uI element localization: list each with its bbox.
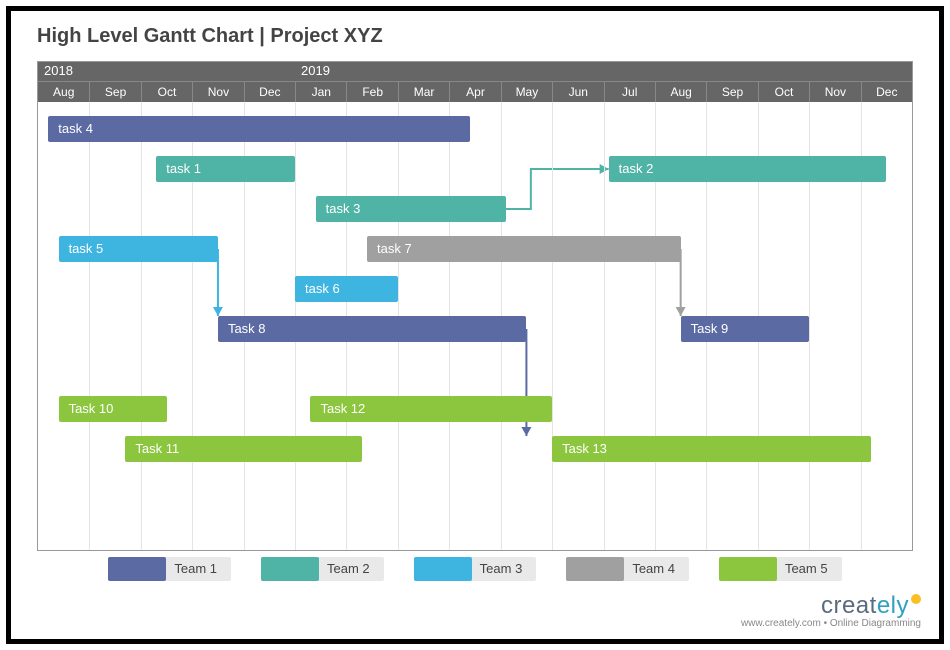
lightbulb-icon	[911, 594, 921, 604]
month-cell: Jul	[604, 82, 655, 102]
brand-part1: creat	[821, 592, 877, 619]
legend: Team 1 Team 2 Team 3 Team 4 Team 5	[11, 557, 939, 583]
task-bar-task10[interactable]: Task 10	[59, 396, 167, 422]
task-bar-task13[interactable]: Task 13	[552, 436, 871, 462]
footer-sub: www.creately.com • Online Diagramming	[741, 618, 921, 629]
footer: creately www.creately.com • Online Diagr…	[741, 592, 921, 629]
task-bar-task2[interactable]: task 2	[609, 156, 887, 182]
legend-item-team1: Team 1	[108, 557, 231, 581]
legend-swatch	[261, 557, 319, 581]
gridline	[552, 102, 553, 550]
page-frame: High Level Gantt Chart | Project XYZ 201…	[6, 6, 944, 644]
task-bar-task6[interactable]: task 6	[295, 276, 398, 302]
task-bar-task12[interactable]: Task 12	[310, 396, 552, 422]
legend-label: Team 2	[319, 557, 384, 581]
gridline	[89, 102, 90, 550]
legend-label: Team 4	[624, 557, 689, 581]
month-cell: Feb	[346, 82, 397, 102]
task-bar-task11[interactable]: Task 11	[125, 436, 361, 462]
month-cell: Dec	[861, 82, 912, 102]
legend-item-team5: Team 5	[719, 557, 842, 581]
year-label: 2019	[301, 63, 330, 78]
legend-swatch	[719, 557, 777, 581]
legend-item-team3: Team 3	[414, 557, 537, 581]
task-bar-task1[interactable]: task 1	[156, 156, 295, 182]
month-cell: Nov	[809, 82, 860, 102]
month-row: AugSepOctNovDecJanFebMarAprMayJunJulAugS…	[38, 82, 912, 102]
month-cell: Nov	[192, 82, 243, 102]
legend-swatch	[108, 557, 166, 581]
legend-item-team4: Team 4	[566, 557, 689, 581]
legend-item-team2: Team 2	[261, 557, 384, 581]
legend-swatch	[566, 557, 624, 581]
year-row: 2018 2019	[38, 62, 912, 82]
legend-label: Team 1	[166, 557, 231, 581]
month-cell: May	[501, 82, 552, 102]
month-cell: Aug	[38, 82, 89, 102]
task-bar-task4[interactable]: task 4	[48, 116, 470, 142]
task-bar-task5[interactable]: task 5	[59, 236, 218, 262]
legend-swatch	[414, 557, 472, 581]
task-bar-task3[interactable]: task 3	[316, 196, 506, 222]
month-cell: Jan	[295, 82, 346, 102]
year-label: 2018	[44, 63, 73, 78]
timeline-header: 20182019 AugSepOctNovDecJanFebMarAprMayJ…	[38, 62, 912, 102]
month-cell: Dec	[244, 82, 295, 102]
brand-part2: ely	[877, 592, 909, 619]
task-bar-task7[interactable]: task 7	[367, 236, 681, 262]
plot-area: task 4 task 1 task 2 task 3 task 5 task 7 task…	[38, 102, 912, 550]
task-bar-task9[interactable]: Task 9	[681, 316, 810, 342]
legend-label: Team 3	[472, 557, 537, 581]
month-cell: Apr	[449, 82, 500, 102]
gridline	[141, 102, 142, 550]
brand-logo: creately	[741, 592, 921, 620]
month-cell: Aug	[655, 82, 706, 102]
chart-title: High Level Gantt Chart | Project XYZ	[37, 25, 383, 48]
legend-label: Team 5	[777, 557, 842, 581]
month-cell: Sep	[89, 82, 140, 102]
month-cell: Sep	[706, 82, 757, 102]
month-cell: Oct	[758, 82, 809, 102]
month-cell: Oct	[141, 82, 192, 102]
month-cell: Jun	[552, 82, 603, 102]
gantt-chart: 20182019 AugSepOctNovDecJanFebMarAprMayJ…	[37, 61, 913, 551]
gridline	[604, 102, 605, 550]
task-bar-task8[interactable]: Task 8	[218, 316, 526, 342]
month-cell: Mar	[398, 82, 449, 102]
